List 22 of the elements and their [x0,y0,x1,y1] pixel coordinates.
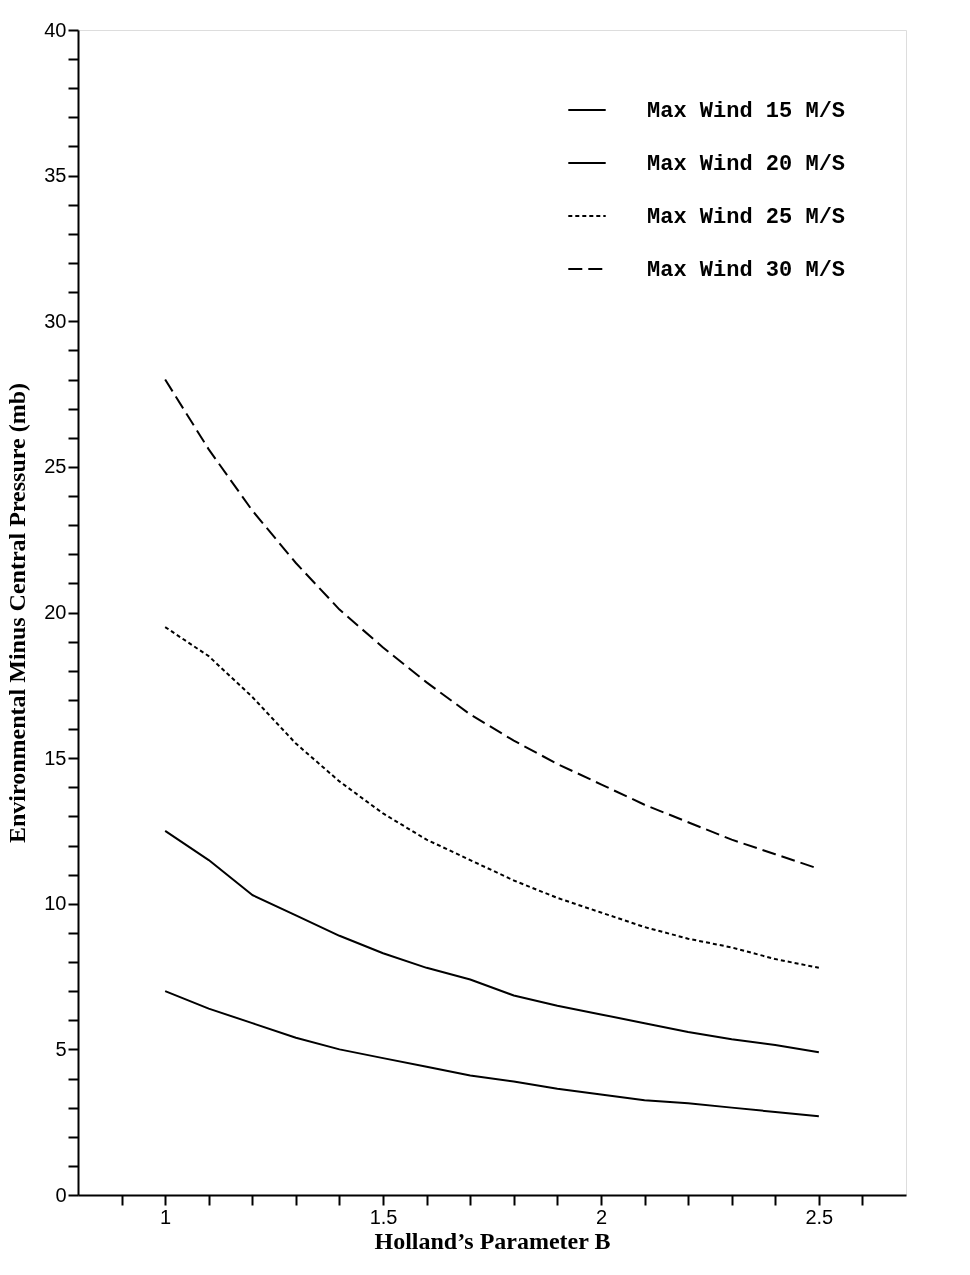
x-tick-label: 2.5 [805,1205,834,1228]
y-tick-label: 20 [44,601,67,623]
y-tick-label: 15 [44,746,67,769]
legend-label: Max Wind 25 M/S [647,205,846,230]
y-tick-label: 25 [44,455,67,478]
x-tick-label: 2 [595,1205,608,1228]
y-tick-label: 35 [44,164,67,187]
line-series [164,990,820,1118]
x-tick-label: 1.5 [369,1205,398,1228]
y-tick-label: 10 [44,892,67,915]
x-tick-label: 1 [160,1205,172,1228]
y-tick-label: 0 [55,1183,67,1206]
y-tick-label: 5 [55,1037,67,1060]
legend-label: Max Wind 20 M/S [647,152,846,177]
y-tick-label: 40 [44,18,67,41]
legend-label: Max Wind 30 M/S [647,258,846,283]
y-tick-label: 30 [44,309,67,332]
line-series [164,829,820,1054]
y-axis-title: Environmental Minus Central Pressure (mb) [4,383,31,843]
legend-label: Max Wind 15 M/S [647,99,846,124]
x-axis-title: Holland’s Parameter B [374,1227,611,1254]
line-series [164,626,820,969]
